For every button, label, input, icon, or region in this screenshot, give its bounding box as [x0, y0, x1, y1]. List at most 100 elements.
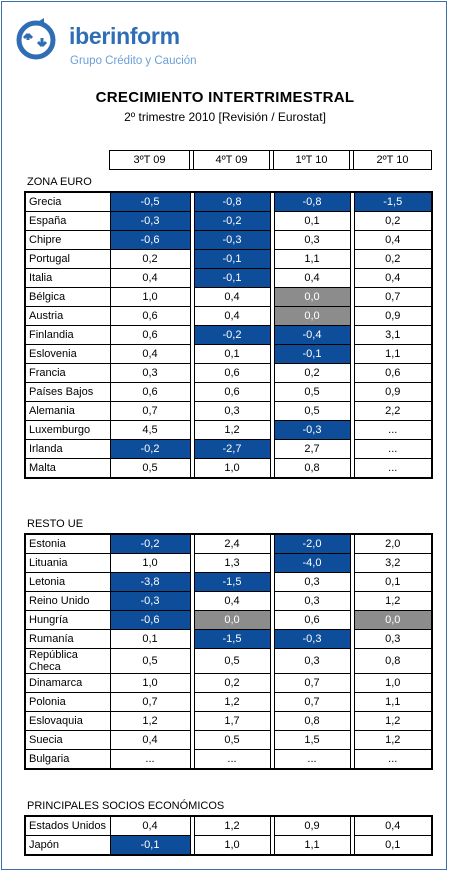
- value-cell: 0,4: [353, 230, 433, 250]
- value-cell: 0,6: [193, 363, 271, 383]
- country-name: Bulgaria: [24, 749, 111, 770]
- value-cell: 0,2: [193, 673, 271, 693]
- value-cell: 0,6: [109, 306, 191, 326]
- value-cell: -0,3: [109, 591, 191, 611]
- value-cell: 0,2: [353, 211, 433, 231]
- value-cell: 0,1: [353, 835, 433, 856]
- table-socios: Estados Unidos 0,4 1,2 0,9 0,4 Japón -0,1 1,0 1,…: [24, 815, 433, 856]
- value-cell: 0,6: [109, 382, 191, 402]
- value-cell: 1,2: [353, 711, 433, 731]
- value-cell: 1,1: [353, 692, 433, 712]
- brand-logo: [14, 18, 62, 67]
- value-cell: 0,7: [353, 287, 433, 307]
- value-cell: -0,6: [109, 230, 191, 250]
- value-cell: -0,8: [193, 191, 271, 212]
- value-cell: -1,5: [193, 629, 271, 649]
- table-row: Reino Unido -0,3 0,4 0,3 1,2: [24, 591, 433, 611]
- value-cell: 0,1: [353, 572, 433, 592]
- value-cell: 1,2: [193, 692, 271, 712]
- table-row: Irlanda -0,2 -2,7 2,7...: [24, 439, 433, 459]
- value-cell: 1,0: [109, 673, 191, 693]
- table-row: Luxemburgo 4,5 1,2 -0,3...: [24, 420, 433, 440]
- table-row: Estonia -0,2 2,4 -2,0 2,0: [24, 533, 433, 554]
- value-cell: 0,9: [353, 306, 433, 326]
- value-cell: ...: [193, 749, 271, 770]
- value-cell: 0,4: [109, 730, 191, 750]
- value-cell: 0,7: [109, 401, 191, 421]
- value-cell: 0,4: [109, 268, 191, 288]
- value-cell: 0,0: [353, 610, 433, 630]
- table-row: Rumanía 0,1 -1,5 -0,3 0,3: [24, 629, 433, 649]
- table-row: Francia 0,3 0,6 0,2 0,6: [24, 363, 433, 383]
- table-row: Portugal 0,2 -0,1 1,1 0,2: [24, 249, 433, 269]
- value-cell: 0,1: [273, 211, 351, 231]
- column-header: 3ºT 09: [109, 150, 190, 170]
- value-cell: 1,0: [193, 835, 271, 856]
- report-subtitle: 2º trimestre 2010 [Revisión / Eurostat]: [124, 110, 326, 124]
- country-name: Chipre: [24, 230, 111, 250]
- value-cell: 2,4: [193, 533, 271, 554]
- value-cell: -0,2: [109, 439, 191, 459]
- value-cell: 0,5: [193, 730, 271, 750]
- country-name: Alemania: [24, 401, 111, 421]
- value-cell: 0,3: [273, 591, 351, 611]
- table-row: Bulgaria............: [24, 749, 433, 770]
- table-row: República Checa 0,5 0,5 0,3 0,8: [24, 648, 433, 674]
- value-cell: ...: [353, 749, 433, 770]
- country-name: Irlanda: [24, 439, 111, 459]
- country-name: Malta: [24, 458, 111, 479]
- country-name: Eslovaquia: [24, 711, 111, 731]
- value-cell: 0,5: [109, 648, 191, 674]
- value-cell: 0,6: [109, 325, 191, 345]
- value-cell: 0,1: [193, 344, 271, 364]
- value-cell: 2,7: [273, 439, 351, 459]
- country-name: Portugal: [24, 249, 111, 269]
- value-cell: 0,4: [193, 287, 271, 307]
- country-name: República Checa: [24, 648, 111, 674]
- value-cell: 0,9: [353, 382, 433, 402]
- country-name: España: [24, 211, 111, 231]
- table-row: Lituania 1,0 1,3 -4,0 3,2: [24, 553, 433, 573]
- table-row: Eslovaquia 1,2 1,7 0,8 1,2: [24, 711, 433, 731]
- value-cell: 1,3: [193, 553, 271, 573]
- value-cell: -1,5: [193, 572, 271, 592]
- value-cell: 1,0: [193, 458, 271, 479]
- value-cell: 1,2: [193, 815, 271, 836]
- country-name: Dinamarca: [24, 673, 111, 693]
- table-row: España -0,3 -0,2 0,1 0,2: [24, 211, 433, 231]
- country-name: Letonia: [24, 572, 111, 592]
- column-header: 2ºT 10: [353, 150, 432, 170]
- value-cell: -0,3: [273, 629, 351, 649]
- table-row: Eslovenia 0,4 0,1 -0,1 1,1: [24, 344, 433, 364]
- value-cell: -0,4: [273, 325, 351, 345]
- value-cell: 0,2: [109, 249, 191, 269]
- value-cell: 0,8: [353, 648, 433, 674]
- value-cell: ...: [353, 420, 433, 440]
- country-name: Lituania: [24, 553, 111, 573]
- country-name: Italia: [24, 268, 111, 288]
- iberinform-logo-icon: [16, 18, 56, 60]
- value-cell: -2,7: [193, 439, 271, 459]
- value-cell: -0,3: [193, 230, 271, 250]
- value-cell: 0,3: [193, 401, 271, 421]
- country-name: Estados Unidos: [24, 815, 111, 836]
- value-cell: 1,1: [353, 344, 433, 364]
- table-row: Japón -0,1 1,0 1,1 0,1: [24, 835, 433, 856]
- value-cell: 3,2: [353, 553, 433, 573]
- table-row: Malta 0,5 1,0 0,8...: [24, 458, 433, 479]
- column-header: 4ºT 09: [193, 150, 270, 170]
- value-cell: 0,4: [273, 268, 351, 288]
- table-row: Austria 0,6 0,4 0,0 0,9: [24, 306, 433, 326]
- value-cell: 0,5: [273, 382, 351, 402]
- value-cell: 2,0: [353, 533, 433, 554]
- country-name: Austria: [24, 306, 111, 326]
- report-title: CRECIMIENTO INTERTRIMESTRAL: [95, 89, 355, 106]
- country-name: Bélgica: [24, 287, 111, 307]
- value-cell: -0,2: [193, 325, 271, 345]
- value-cell: 0,0: [273, 287, 351, 307]
- value-cell: 0,1: [109, 629, 191, 649]
- country-name: Estonia: [24, 533, 111, 554]
- table-row: Chipre -0,6 -0,3 0,3 0,4: [24, 230, 433, 250]
- brand-tagline: Grupo Crédito y Caución: [70, 55, 197, 67]
- value-cell: 1,0: [109, 287, 191, 307]
